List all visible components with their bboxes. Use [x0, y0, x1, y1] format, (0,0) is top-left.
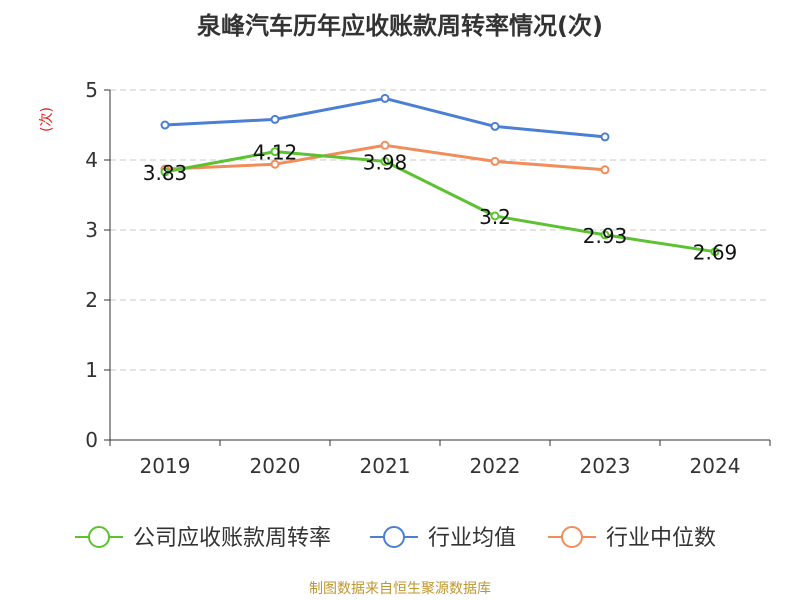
series-point[interactable]: [490, 211, 500, 221]
y-tick-label: 1: [85, 358, 98, 382]
legend-label[interactable]: 行业均值: [428, 526, 516, 551]
series-point[interactable]: [490, 121, 500, 131]
legend-marker: [383, 526, 405, 548]
y-tick-label: 4: [85, 148, 98, 172]
data-label: 3.2: [479, 205, 511, 229]
grid-lines: [110, 89, 770, 371]
series-point[interactable]: [600, 230, 610, 240]
data-label: 4.12: [253, 141, 298, 165]
x-tick-label: 2021: [360, 454, 411, 478]
legend-marker: [561, 526, 583, 548]
series-point[interactable]: [600, 165, 610, 175]
data-label: 3.83: [143, 161, 188, 185]
x-tick-label: 2022: [470, 454, 521, 478]
series-point[interactable]: [380, 140, 390, 150]
data-label: 2.69: [693, 241, 738, 265]
series-point[interactable]: [380, 156, 390, 166]
series-point[interactable]: [160, 120, 170, 130]
x-tick-label: 2024: [690, 454, 741, 478]
series-point[interactable]: [270, 114, 280, 124]
series-line: [164, 96, 606, 139]
y-tick-label: 0: [85, 428, 98, 452]
y-tick-label: 5: [85, 78, 98, 102]
legend-label[interactable]: 公司应收账款周转率: [133, 526, 331, 551]
data-source-note: 制图数据来自恒生聚源数据库: [309, 581, 491, 597]
series-point[interactable]: [160, 167, 170, 177]
legend[interactable]: 公司应收账款周转率 行业均值 行业中位数: [75, 526, 716, 551]
data-labels: 3.83 4.12 3.98 3.2 2.93 2.69: [143, 141, 738, 265]
series-point[interactable]: [600, 132, 610, 142]
series-point[interactable]: [270, 159, 280, 169]
data-label: 2.93: [583, 224, 628, 248]
y-tick-label: 3: [85, 218, 98, 242]
series-lines: [160, 93, 720, 257]
series-point[interactable]: [490, 156, 500, 166]
axes: 0 1 2 3 4 5 2019 2020 2021 2022 2023 2024: [85, 78, 771, 478]
legend-label[interactable]: 行业中位数: [606, 526, 716, 551]
legend-marker: [88, 526, 110, 548]
chart-title: 泉峰汽车历年应收账款周转率情况(次): [197, 12, 603, 40]
series-point[interactable]: [270, 147, 280, 157]
data-label: 3.98: [363, 150, 408, 174]
x-tick-label: 2023: [580, 454, 631, 478]
x-tick-label: 2020: [250, 454, 301, 478]
series-point[interactable]: [380, 93, 390, 103]
series-point[interactable]: [710, 247, 720, 257]
series-line: [164, 150, 716, 254]
y-tick-label: 2: [85, 288, 98, 312]
x-tick-label: 2019: [140, 454, 191, 478]
